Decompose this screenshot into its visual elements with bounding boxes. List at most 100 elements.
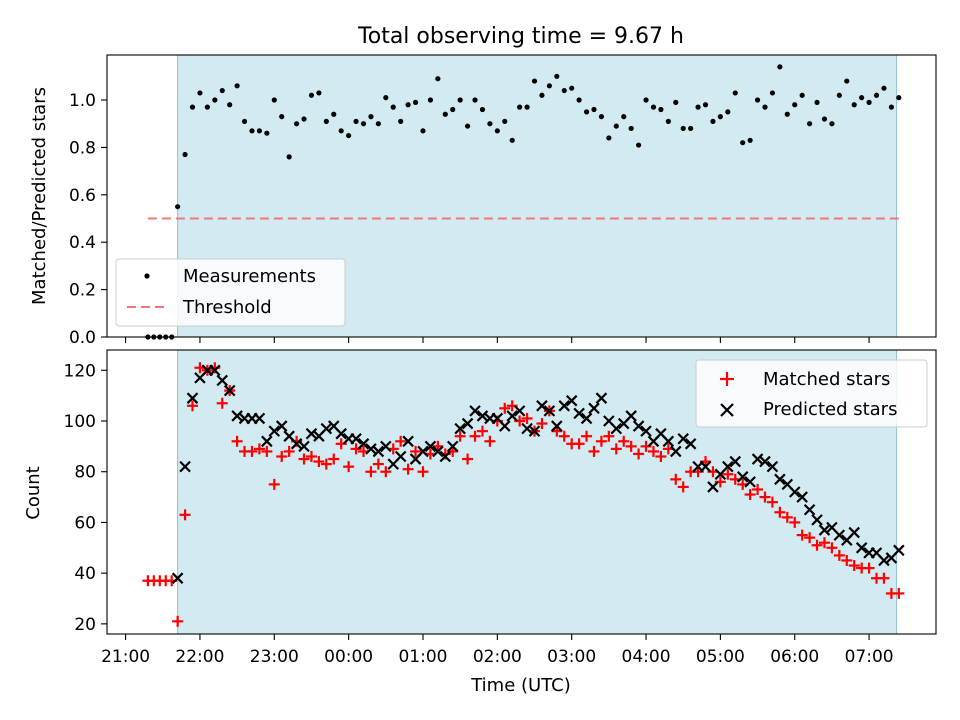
predicted-star-b bbox=[573, 407, 585, 420]
predicted-star-point bbox=[722, 460, 734, 473]
matched-star-point bbox=[610, 443, 622, 455]
predicted-star-b bbox=[684, 438, 697, 450]
predicted-star-point bbox=[380, 440, 392, 453]
matched-star-point bbox=[395, 435, 407, 447]
predicted-star-b bbox=[432, 445, 444, 458]
count-y-tick-label: 100 bbox=[64, 412, 96, 432]
predicted-star-b bbox=[722, 460, 734, 473]
measurement-point bbox=[539, 92, 545, 98]
predicted-star-b bbox=[588, 402, 600, 415]
matched-star-point bbox=[402, 463, 414, 475]
predicted-star-b bbox=[699, 460, 712, 473]
count-y-tick-label: 40 bbox=[74, 564, 96, 584]
matched-legend-label: Matched stars bbox=[763, 369, 890, 390]
measurement-point bbox=[844, 78, 850, 84]
predicted-star-point bbox=[662, 435, 675, 448]
predicted-star-b bbox=[848, 526, 860, 539]
measurement-point bbox=[636, 142, 642, 148]
count-y-tick-label: 120 bbox=[64, 361, 96, 381]
predicted-star-b bbox=[669, 445, 682, 458]
matched-star-point bbox=[521, 412, 533, 424]
matched-star-point bbox=[454, 430, 466, 442]
measurement-point bbox=[658, 106, 664, 113]
predicted-star-point bbox=[261, 435, 273, 448]
matched-star-point bbox=[558, 430, 570, 442]
matched-star-point bbox=[759, 491, 771, 503]
measurement-point bbox=[799, 92, 805, 98]
predicted-star-b bbox=[818, 524, 831, 536]
predicted-star-point bbox=[365, 443, 377, 455]
predicted-star-b bbox=[580, 412, 593, 425]
measurement-point bbox=[628, 125, 634, 132]
matched-star-point bbox=[462, 453, 474, 465]
predicted-star-b bbox=[454, 422, 466, 435]
matched-star-point bbox=[618, 435, 630, 447]
measurement-point bbox=[234, 83, 240, 89]
predicted-star-b bbox=[677, 432, 689, 445]
measurement-point bbox=[360, 121, 367, 127]
predicted-star-b bbox=[461, 417, 474, 430]
matched-star-point bbox=[298, 453, 310, 465]
measurement-point bbox=[435, 76, 441, 82]
ratio-legend-box bbox=[115, 258, 346, 327]
predicted-star-point bbox=[335, 427, 347, 440]
predicted-star-point bbox=[588, 402, 600, 415]
predicted-star-b bbox=[209, 364, 221, 377]
predicted-star-point bbox=[640, 425, 652, 437]
measurement-point bbox=[494, 128, 500, 134]
measurement-point bbox=[271, 97, 277, 103]
measurement-point bbox=[212, 97, 218, 103]
predicted-star-b bbox=[878, 554, 890, 567]
measurement-point bbox=[524, 104, 530, 110]
predicted-star-point bbox=[855, 542, 868, 554]
ratio-x-ticks bbox=[125, 337, 870, 343]
predicted-star-b bbox=[223, 384, 236, 397]
measurement-point bbox=[814, 99, 820, 105]
predicted-star-b bbox=[781, 478, 794, 491]
matched-star-point bbox=[848, 560, 860, 572]
predicted-star-point bbox=[699, 460, 712, 473]
measurement-point bbox=[613, 123, 619, 129]
predicted-star-b bbox=[498, 420, 511, 432]
predicted-star-point bbox=[580, 412, 593, 425]
predicted-star-point bbox=[521, 422, 533, 435]
predicted-star-point bbox=[179, 460, 191, 473]
matched-star-point bbox=[216, 397, 228, 409]
predicted-star-b bbox=[439, 450, 452, 463]
measurement-point bbox=[836, 92, 842, 98]
measurement-point bbox=[390, 104, 396, 110]
matched-star-point bbox=[179, 509, 191, 521]
ratio-panel: 0.0 0.2 0.4 0.6 0.8 1.0 Matched/Predicted sta… bbox=[29, 54, 937, 348]
matched-star-point bbox=[811, 539, 823, 551]
matched-star-point bbox=[670, 473, 682, 485]
matched-star-point bbox=[588, 445, 600, 457]
measurement-point bbox=[688, 125, 694, 132]
predicted-star-b bbox=[736, 471, 749, 483]
predicted-star-b bbox=[476, 410, 489, 422]
predicted-star-b bbox=[855, 542, 868, 554]
predicted-star-b bbox=[811, 514, 823, 526]
predicted-star-b bbox=[521, 422, 533, 435]
predicted-star-b bbox=[275, 420, 288, 432]
predicted-star-b bbox=[625, 410, 637, 422]
matched-star-point bbox=[476, 425, 488, 437]
predicted-star-point bbox=[216, 374, 229, 387]
count-panel-frame bbox=[106, 349, 937, 635]
matched-star-point bbox=[878, 572, 890, 584]
count-x-tick-label: 22:00 bbox=[175, 647, 224, 667]
measurement-point bbox=[732, 90, 738, 96]
measurement-point bbox=[464, 123, 471, 129]
measurement-point bbox=[293, 121, 300, 127]
predicted-star-b bbox=[870, 547, 883, 559]
measurement-point bbox=[472, 97, 478, 103]
measurement-point bbox=[873, 92, 880, 98]
predicted-star-point bbox=[774, 473, 786, 486]
measurement-point bbox=[665, 118, 671, 124]
measurement-point bbox=[554, 73, 560, 79]
predicted-star-b bbox=[751, 453, 764, 465]
measurement-point bbox=[286, 154, 292, 160]
measurement-point bbox=[769, 90, 776, 96]
predicted-star-b bbox=[707, 481, 719, 493]
predicted-star-point bbox=[558, 400, 571, 412]
measurement-point bbox=[427, 97, 434, 103]
